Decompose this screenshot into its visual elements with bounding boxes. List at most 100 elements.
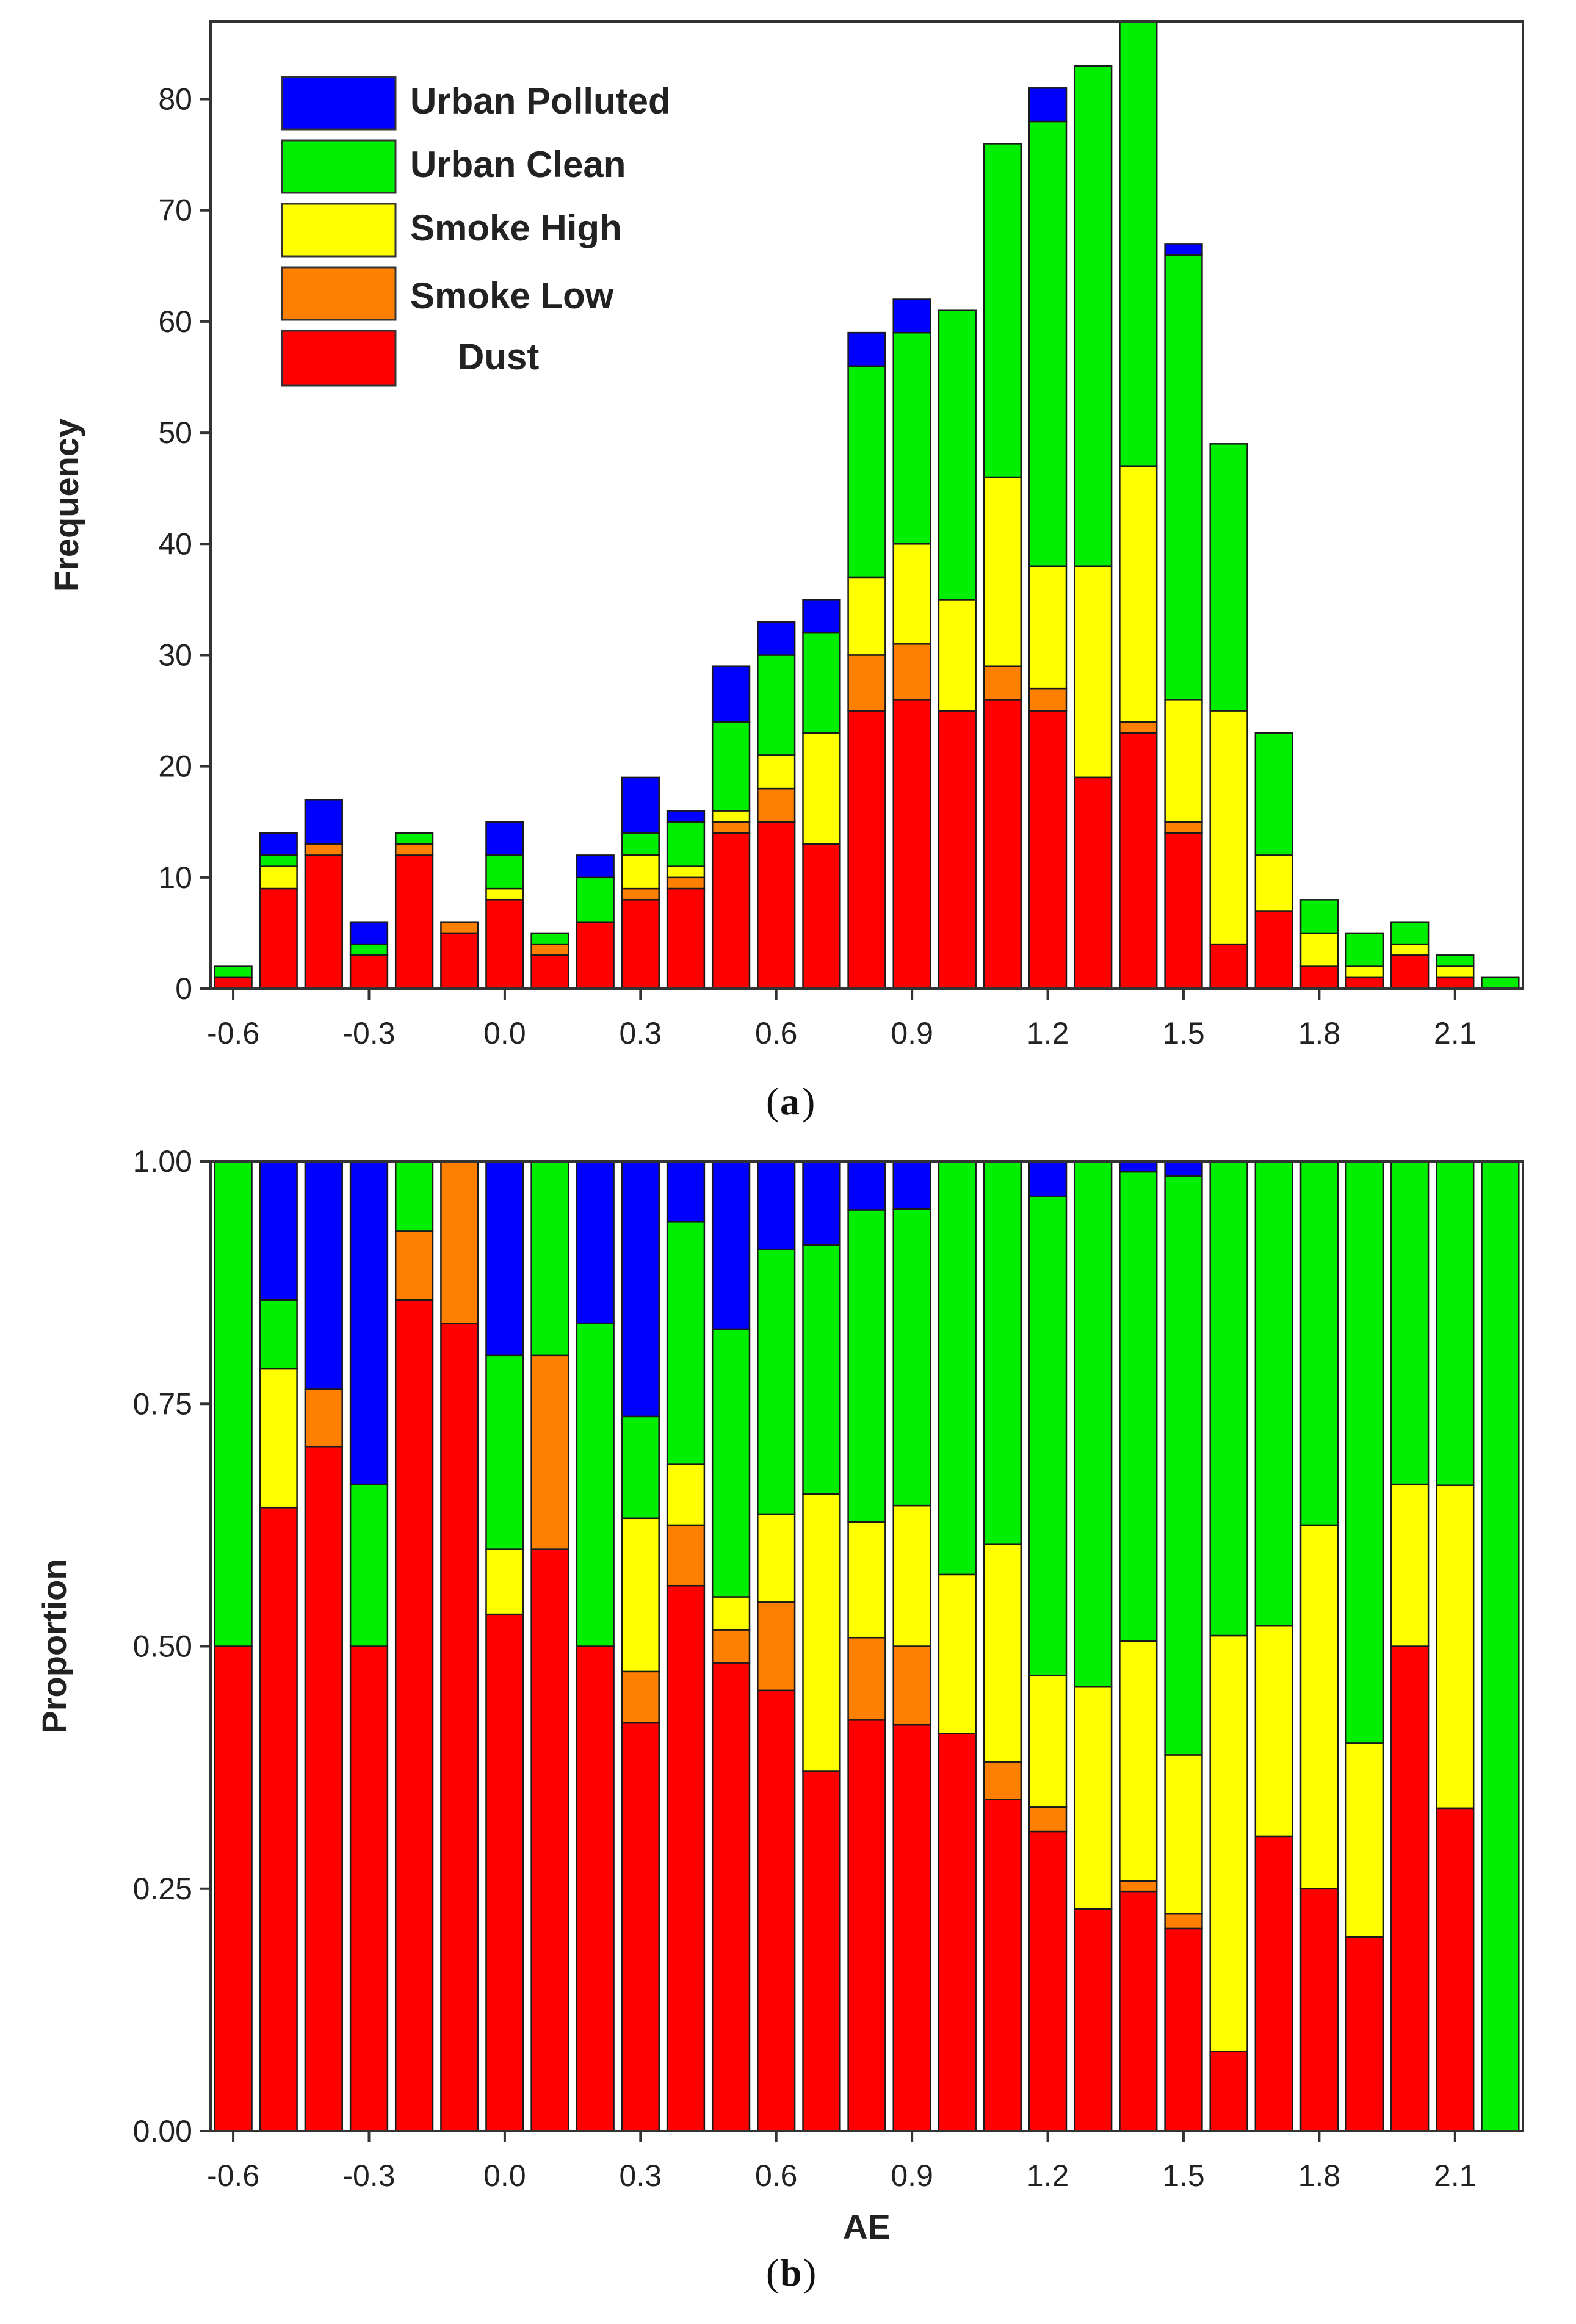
legend-label-smoke-low: Smoke Low — [410, 275, 614, 316]
bar-dust-0p2 — [576, 1645, 615, 2132]
panel-a-caption: ( a ) — [766, 1080, 815, 1123]
bar-dust-1 — [938, 1733, 977, 2132]
bar-urban-clean-1p4 — [1119, 20, 1158, 467]
bar-smoke-high-1p7 — [1254, 854, 1293, 912]
bar-smoke-low-m0p2 — [394, 1230, 434, 1301]
bar-dust-m0p5 — [259, 887, 298, 990]
bar-smoke-high-1p2 — [1028, 1674, 1068, 1808]
bar-dust-m0p1 — [440, 1323, 479, 2132]
bar-smoke-high-1p5 — [1164, 1754, 1203, 1915]
bar-urban-clean-0p8 — [847, 365, 886, 579]
bar-dust-1p7 — [1254, 1835, 1293, 2132]
bar-urban-polluted-0p6 — [757, 1160, 796, 1250]
bar-urban-clean-2 — [1390, 921, 1430, 945]
bar-smoke-low-0p5 — [711, 821, 751, 834]
bar-smoke-high-0p4 — [666, 865, 706, 879]
bar-smoke-high-0p8 — [847, 1521, 886, 1639]
panel-a-frequency-chart: 0 10 20 30 40 50 60 70 80 -0.6 -0.3 0.0 0.3 0.6 0.9 1.… — [47, 20, 1524, 1123]
bar-smoke-high-0p8 — [847, 576, 886, 656]
bar-urban-polluted-m0p3 — [349, 921, 389, 945]
legend-label-smoke-high: Smoke High — [410, 208, 622, 248]
y-tick-label: 40 — [158, 527, 192, 561]
bar-smoke-high-0p9 — [892, 543, 931, 645]
x-tick-label: 0.0 — [483, 2159, 526, 2193]
bar-urban-polluted-0p4 — [666, 1160, 706, 1223]
panel-a-plot-frame — [209, 20, 1524, 990]
bar-smoke-high-1p7 — [1254, 1625, 1293, 1838]
bar-urban-polluted-0p9 — [892, 298, 931, 334]
bar-smoke-high-2p1 — [1436, 965, 1475, 979]
bar-urban-clean-1p7 — [1254, 732, 1293, 856]
bar-urban-clean-2p1 — [1436, 1161, 1475, 1486]
y-tick-label: 0.75 — [133, 1387, 192, 1421]
bar-urban-clean-1p9 — [1345, 932, 1384, 967]
bar-urban-clean-0p1 — [530, 1160, 569, 1357]
bar-smoke-low-0p4 — [666, 876, 706, 890]
x-tick-label: 1.2 — [1027, 1016, 1069, 1050]
x-tick-label: 0.3 — [620, 1016, 662, 1050]
bar-dust-1p4 — [1119, 1890, 1158, 2132]
bar-urban-clean-m0p2 — [394, 1161, 434, 1232]
y-tick-label: 0.25 — [133, 1872, 192, 1906]
bar-dust-1p6 — [1209, 2051, 1248, 2132]
x-tick-label: 2.1 — [1434, 2159, 1477, 2193]
bar-smoke-low-m0p2 — [394, 843, 434, 856]
bar-smoke-low-0p3 — [621, 1670, 660, 1724]
panel-b-proportion-chart: 0.00 0.25 0.50 0.75 1.00 -0.6 -0.3 0.0 0.3 0.6 0.… — [35, 1144, 1524, 2294]
bar-urban-clean-m0p6 — [214, 965, 253, 979]
panel-b-y-axis-label: Proportion — [35, 1559, 73, 1733]
bar-urban-clean-0p2 — [576, 876, 615, 923]
bar-urban-polluted-1p5 — [1164, 1160, 1203, 1177]
x-tick-label: 0.0 — [483, 1016, 526, 1050]
bar-smoke-high-0p3 — [621, 1517, 660, 1673]
bar-smoke-high-m0p5 — [259, 1368, 298, 1509]
legend-swatch-smoke-low — [281, 266, 397, 321]
bar-urban-polluted-0 — [485, 1160, 524, 1357]
bar-urban-polluted-0p5 — [711, 1161, 751, 1330]
bar-dust-m0p4 — [304, 1445, 343, 2132]
panel-a-x-ticks: -0.6 -0.3 0.0 0.3 0.6 0.9 1.2 1.5 1.8 2.1 — [207, 989, 1477, 1050]
panel-b-bars — [214, 1160, 1520, 2132]
bar-urban-clean-2p2 — [1481, 976, 1520, 990]
bar-urban-clean-0p6 — [757, 1249, 796, 1515]
bar-smoke-high-1 — [938, 1573, 977, 1734]
bar-dust-0p6 — [757, 1689, 796, 2132]
bar-urban-clean-1p5 — [1164, 1175, 1203, 1756]
bar-urban-clean-0p4 — [666, 1221, 706, 1465]
bar-smoke-low-1p4 — [1119, 721, 1158, 734]
panel-a-caption-letter: a — [780, 1080, 800, 1123]
bar-dust-1p8 — [1299, 1888, 1339, 2132]
bar-urban-polluted-0p5 — [711, 665, 751, 723]
bar-urban-clean-0p4 — [666, 821, 706, 867]
x-tick-label: -0.3 — [342, 2159, 395, 2193]
y-tick-label: 0.00 — [133, 2114, 192, 2148]
bar-smoke-low-m0p4 — [304, 843, 343, 856]
bar-smoke-low-1p1 — [983, 1761, 1022, 1800]
bar-smoke-high-0p5 — [711, 1596, 751, 1631]
bar-urban-polluted-m0p4 — [304, 799, 343, 845]
bar-smoke-low-m0p1 — [440, 921, 479, 934]
bar-urban-polluted-m0p5 — [259, 832, 298, 856]
bar-smoke-low-0p1 — [530, 943, 569, 956]
panel-a-y-axis-label: Frequency — [47, 419, 85, 591]
bar-dust-2 — [1390, 955, 1430, 990]
bar-urban-polluted-0p3 — [621, 1160, 660, 1418]
bar-dust-0p9 — [892, 699, 931, 990]
bar-dust-0p8 — [847, 710, 886, 990]
bar-smoke-high-1p4 — [1119, 1640, 1158, 1882]
y-tick-label: 50 — [158, 416, 192, 450]
bar-urban-clean-1p6 — [1209, 1160, 1248, 1637]
x-tick-label: 1.5 — [1162, 2159, 1205, 2193]
panel-b-caption-letter: b — [780, 2251, 802, 2294]
bar-dust-1p5 — [1164, 832, 1203, 990]
bar-dust-0p4 — [666, 1584, 706, 2132]
bar-dust-m0p6 — [214, 1645, 253, 2132]
bar-smoke-low-m0p1 — [440, 1160, 479, 1324]
bar-dust-0 — [485, 1613, 524, 2132]
bar-urban-polluted-0p8 — [847, 331, 886, 367]
bar-smoke-high-1p8 — [1299, 932, 1339, 967]
bar-dust-0p4 — [666, 887, 706, 990]
bar-urban-clean-0 — [485, 1354, 524, 1550]
bar-dust-1p1 — [983, 1799, 1022, 2132]
